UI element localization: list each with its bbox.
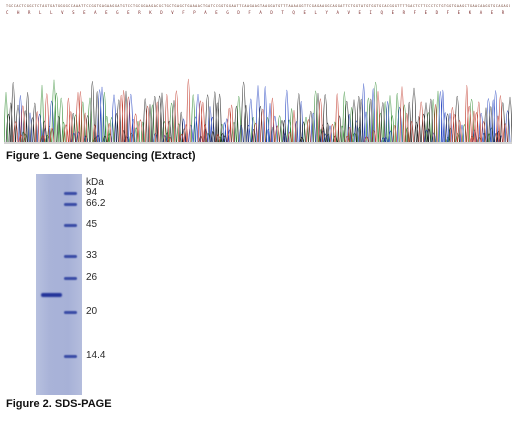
marker-label-45: 45 <box>86 219 98 230</box>
ladder-band-94 <box>64 192 77 195</box>
amino-acid-sequence: C H R L L V S E A E G E R K D V F P A E … <box>6 10 510 15</box>
figure-2-caption: Figure 2. SDS-PAGE <box>6 398 112 410</box>
marker-label-20: 20 <box>86 306 98 317</box>
gel-image <box>36 174 82 395</box>
ladder-band-20 <box>64 311 77 314</box>
ladder-band-45 <box>64 224 77 227</box>
nucleotide-sequence: TGCCACTCGGCTCTAGTGATGGGGCCAAATTCCGGTGAGA… <box>6 4 510 8</box>
figure-1-caption: Figure 1. Gene Sequencing (Extract) <box>6 150 196 162</box>
marker-label-14-4: 14.4 <box>86 350 106 361</box>
sds-page-figure: kDa 94 66.2 45 33 26 20 14.4 <box>36 174 154 395</box>
sample-protein-band <box>41 293 62 297</box>
ladder-band-66-2 <box>64 203 77 206</box>
marker-label-26: 26 <box>86 272 98 283</box>
ladder-band-14-4 <box>64 355 77 358</box>
trace-t <box>12 78 508 143</box>
marker-label-33: 33 <box>86 250 98 261</box>
ladder-band-26 <box>64 277 77 280</box>
marker-label-66-2: 66.2 <box>86 198 106 209</box>
kda-unit-label: kDa <box>86 177 104 188</box>
sequencing-chromatogram <box>4 78 512 144</box>
ladder-band-33 <box>64 255 77 258</box>
marker-label-94: 94 <box>86 187 98 198</box>
